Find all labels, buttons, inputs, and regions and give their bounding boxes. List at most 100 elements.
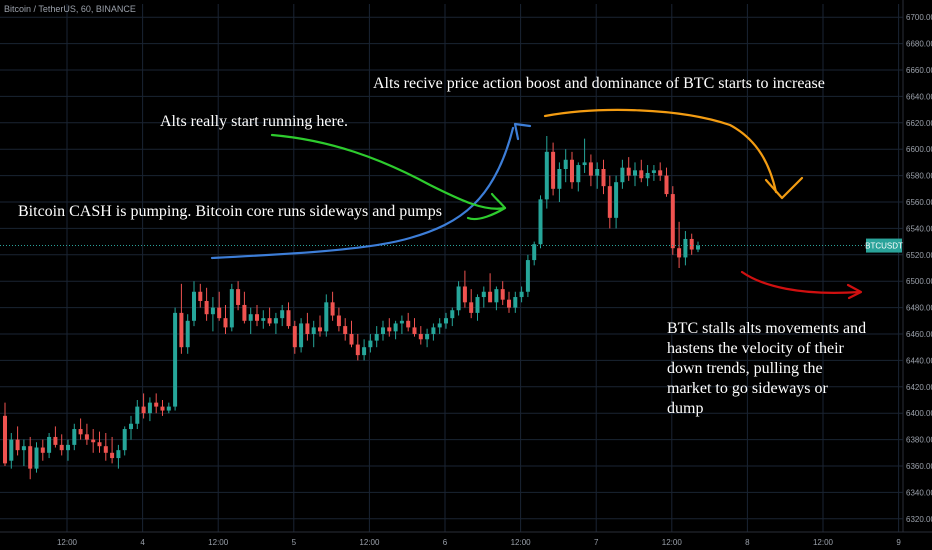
candle-body: [53, 436, 58, 445]
candle-body: [336, 315, 341, 327]
candle: [538, 195, 543, 249]
annotation-btc-stalls-line-4: market to go sideways or: [667, 380, 829, 397]
candle: [551, 142, 556, 196]
candle-body: [9, 439, 14, 461]
candle: [204, 287, 209, 321]
candle: [696, 241, 700, 253]
candle-body: [273, 318, 278, 324]
candle: [21, 439, 26, 466]
candle-body: [91, 439, 96, 443]
candle-body: [318, 327, 322, 332]
candle: [330, 291, 335, 321]
candle: [135, 400, 140, 430]
candle: [66, 439, 70, 461]
candle-body: [544, 151, 549, 200]
candle: [154, 393, 159, 414]
candle: [626, 157, 631, 181]
candle-body: [242, 304, 247, 321]
price-tick-label: 6660.00: [906, 66, 932, 75]
candle-body: [141, 406, 146, 414]
candle: [450, 307, 455, 327]
candle-body: [677, 248, 682, 258]
candle-body: [406, 320, 411, 328]
candle-body: [519, 291, 524, 298]
candle-body: [399, 320, 404, 324]
candle-body: [324, 302, 329, 332]
candle-body: [185, 320, 190, 348]
candle: [261, 310, 266, 329]
annotation-btc-stalls-line-1: BTC stalls alts movements and: [667, 320, 866, 337]
candlestick-series: [3, 136, 700, 480]
candle: [437, 318, 442, 334]
orange-arrow: [543, 108, 778, 194]
candle-body: [481, 291, 486, 298]
candle: [614, 175, 619, 229]
price-tick-label: 6540.00: [906, 224, 932, 233]
red-arrow: [740, 270, 862, 294]
price-tick-label: 6380.00: [906, 436, 932, 445]
candle: [658, 162, 663, 181]
candle-body: [47, 436, 52, 453]
candle: [116, 444, 121, 469]
candle: [91, 429, 96, 453]
candle-body: [368, 340, 373, 348]
candle: [469, 289, 474, 319]
candle-body: [418, 334, 423, 340]
candle: [273, 312, 278, 334]
price-tick-label: 6440.00: [906, 356, 932, 365]
candle-body: [34, 447, 39, 469]
green-arrowhead: [466, 192, 507, 221]
candle: [324, 294, 329, 337]
time-tick-label: 12:00: [359, 538, 380, 547]
candle: [557, 162, 562, 202]
price-tick-label: 6620.00: [906, 119, 932, 128]
candle-body: [160, 406, 165, 411]
candle-body: [532, 244, 537, 261]
time-axis[interactable]: 12:00 4 12:00 5 12:00 6 12:00 7 12:00 8 12:00 9: [0, 531, 932, 547]
candle: [563, 149, 568, 183]
candle-body: [103, 446, 108, 453]
candle: [292, 320, 297, 354]
candle: [519, 286, 524, 303]
candle-body: [204, 301, 209, 315]
candle: [462, 270, 467, 308]
candle: [595, 162, 600, 189]
candle-body: [607, 186, 612, 218]
candle: [248, 307, 253, 334]
candle-body: [437, 323, 442, 328]
candle: [368, 334, 373, 353]
candle: [280, 304, 285, 327]
candle-body: [173, 312, 178, 407]
price-tag-label: BTCUSDT: [865, 242, 903, 251]
candle: [494, 286, 499, 311]
price-axis[interactable]: 6320.00 6340.00 6360.00 6380.00 6400.00 6420.…: [902, 0, 932, 532]
candle-body: [355, 344, 360, 356]
candle: [160, 400, 165, 416]
candle-body: [639, 170, 644, 179]
candle: [97, 431, 102, 453]
candle-body: [248, 314, 253, 321]
candle-body: [261, 318, 266, 321]
price-tick-label: 6420.00: [906, 383, 932, 392]
candle: [173, 307, 178, 411]
candle-body: [475, 297, 480, 313]
candle-body: [15, 439, 20, 451]
red-arrowhead: [846, 283, 863, 300]
price-tag: BTCUSDT: [865, 238, 903, 253]
candle: [582, 138, 587, 173]
time-tick-label: 8: [745, 538, 750, 547]
annotation-btc-stalls-line-3: down trends, pulling the: [667, 360, 823, 377]
candle: [223, 304, 228, 334]
candle: [588, 154, 593, 187]
candle-body: [66, 444, 70, 451]
candle: [34, 442, 39, 473]
candle-body: [84, 434, 89, 440]
candle: [305, 312, 310, 341]
candle-body: [3, 415, 7, 464]
candle-body: [179, 312, 184, 348]
candle: [500, 281, 505, 305]
candle: [475, 294, 480, 321]
candle: [544, 136, 549, 209]
candle-body: [595, 169, 600, 176]
